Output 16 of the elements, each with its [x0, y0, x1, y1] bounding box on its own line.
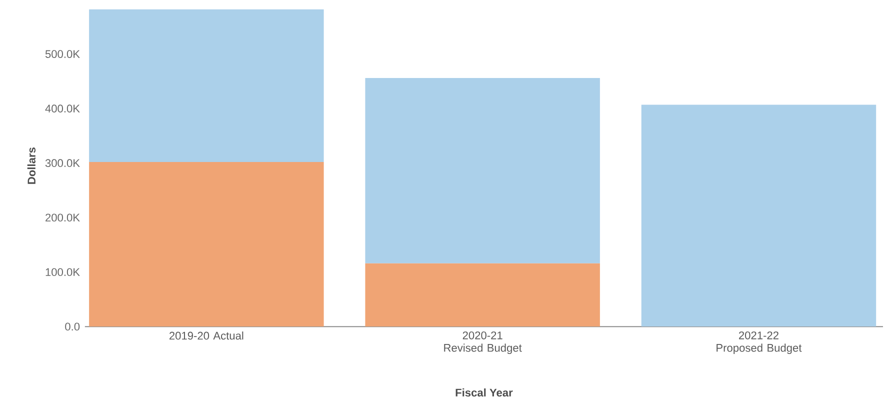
y-tick-label: 200.0K	[46, 214, 80, 222]
bar	[89, 162, 324, 327]
y-tick-label: 0.0	[65, 322, 80, 331]
y-tick-label: 300.0K	[45, 159, 80, 168]
x-tick-label: 2020-21 Revised Budget	[444, 332, 522, 354]
x-tick-label: 2019-20 Actual	[169, 332, 244, 340]
x-axis-title: Fiscal Year	[456, 388, 513, 397]
x-tick-label: 2021-22 Proposed Budget	[716, 332, 802, 354]
y-axis-title: Dollars	[27, 148, 36, 184]
y-tick-label: 400.0K	[45, 104, 80, 113]
bar	[365, 264, 600, 327]
bar	[365, 78, 600, 264]
y-tick-label: 100.0K	[46, 268, 80, 276]
bar	[641, 104, 876, 327]
bar	[89, 10, 324, 162]
y-tick-label: 500.0K	[45, 50, 80, 58]
